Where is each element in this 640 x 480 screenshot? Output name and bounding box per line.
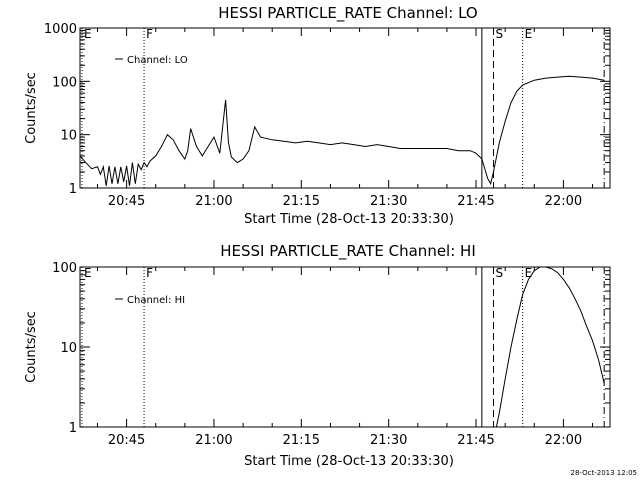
plot-frame (79, 27, 611, 189)
y-axis-label: Counts/sec (24, 311, 39, 383)
x-tick-label: 21:45 (457, 194, 494, 209)
y-axis-label: Counts/sec (24, 72, 39, 144)
series-line (79, 75, 605, 186)
x-tick-label: 21:15 (283, 433, 320, 448)
x-axis-label: Start Time (28-Oct-13 20:33:30) (244, 212, 454, 227)
x-tick-label: 20:45 (108, 194, 145, 209)
y-tick-label: 10 (60, 129, 77, 144)
hi-channel-panel: HESSI PARTICLE_RATE Channel: HI 1 10 100 20:… (24, 242, 611, 469)
series-line (495, 266, 605, 428)
y-tick-label: 10 (60, 341, 77, 356)
x-tick-label: 21:00 (195, 194, 232, 209)
x-tick-label: 21:30 (370, 194, 407, 209)
x-tick-label: 21:30 (370, 433, 407, 448)
x-tick-label: 20:45 (108, 433, 145, 448)
event-marker-label: E (84, 27, 92, 41)
event-marker-label: E (84, 266, 92, 280)
chart-title: HESSI PARTICLE_RATE Channel: LO (218, 4, 477, 23)
event-marker-label: S (496, 266, 504, 280)
event-marker-label: E (525, 27, 533, 41)
y-tick-label: 100 (52, 75, 77, 90)
x-tick-label: 21:15 (283, 194, 320, 209)
legend-label: Channel: LO (127, 55, 188, 66)
chart-title: HESSI PARTICLE_RATE Channel: HI (220, 242, 476, 261)
y-tick-label: 1 (69, 182, 77, 197)
plot-frame (79, 266, 611, 428)
event-marker-label: E (525, 266, 533, 280)
y-tick-label: 1 (69, 421, 77, 436)
legend-label: Channel: HI (127, 295, 185, 306)
event-marker-label: F (146, 27, 153, 41)
event-marker-label: F (146, 266, 153, 280)
x-tick-label: 22:00 (545, 194, 582, 209)
y-tick-label: 1000 (44, 22, 77, 37)
timestamp-stamp: 28-Oct-2013 12:05 (571, 469, 637, 477)
event-marker-label: S (496, 27, 504, 41)
lo-channel-panel: HESSI PARTICLE_RATE Channel: LO 1 10 100 100… (24, 4, 611, 227)
x-tick-label: 21:00 (195, 433, 232, 448)
x-tick-label: 22:00 (545, 433, 582, 448)
x-tick-label: 21:45 (457, 433, 494, 448)
y-tick-label: 100 (52, 261, 77, 276)
x-axis-label: Start Time (28-Oct-13 20:33:30) (244, 454, 454, 469)
